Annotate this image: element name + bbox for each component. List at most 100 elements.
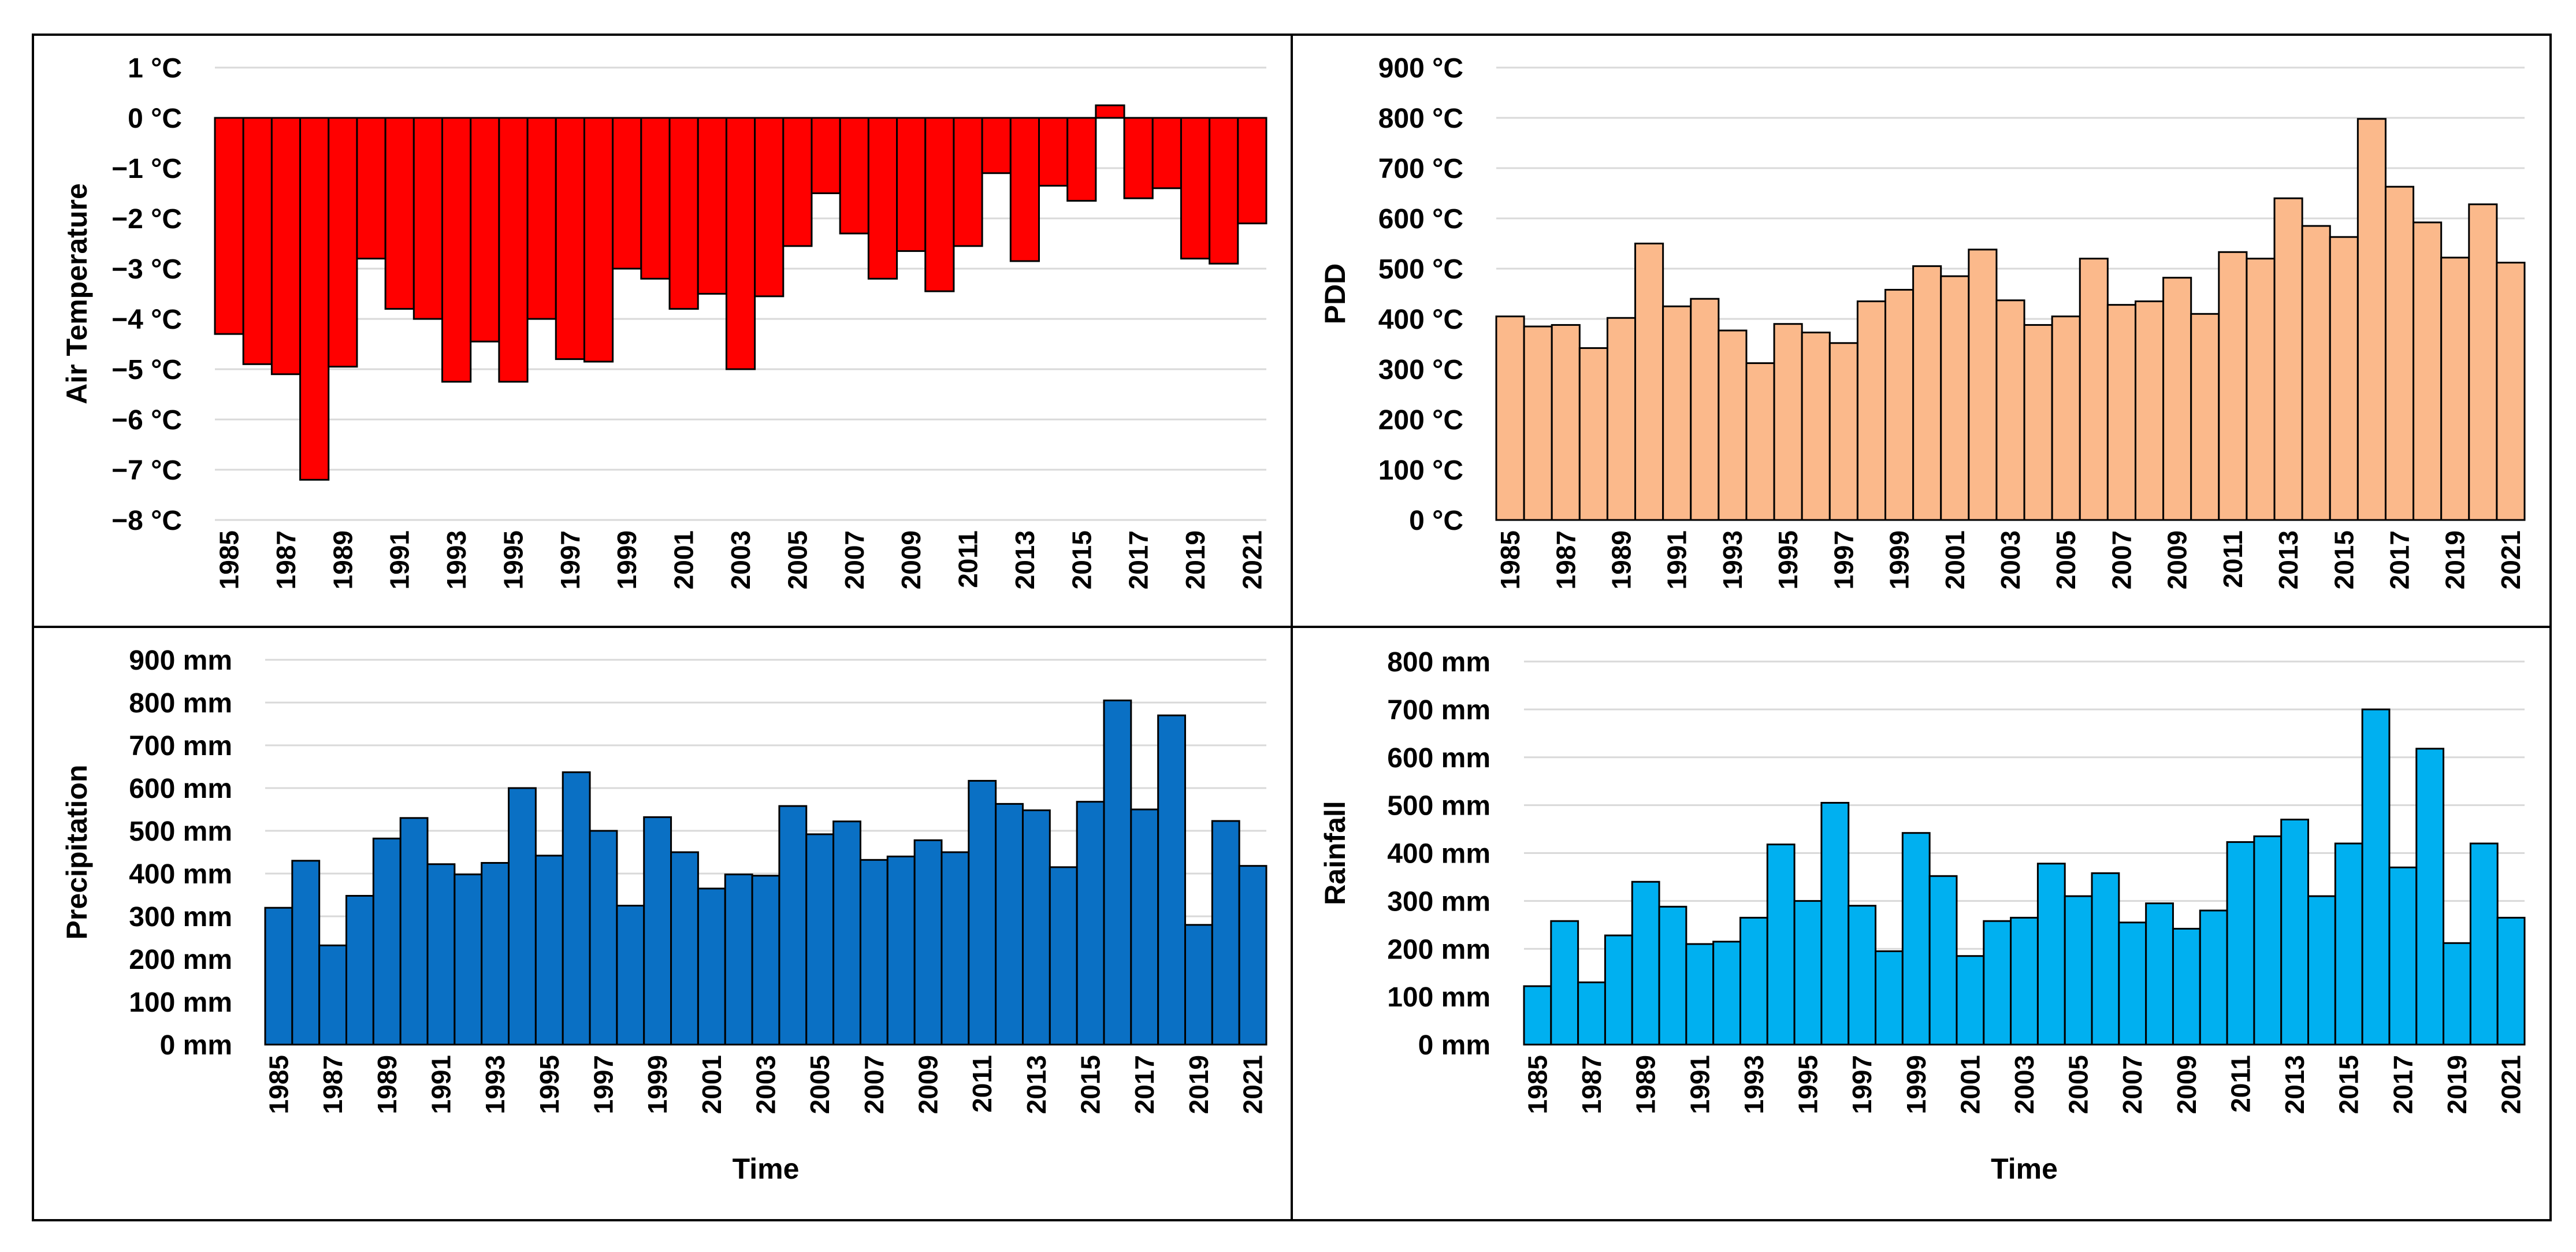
x-tick-label: 2005	[782, 530, 812, 589]
x-tick-label: 2021	[2496, 1055, 2526, 1114]
x-tick-label: 2021	[1237, 530, 1267, 589]
y-tick-label: 900 °C	[1378, 53, 1463, 84]
bar-2005	[2051, 315, 2081, 521]
x-tick-label: 2011	[2225, 1055, 2255, 1113]
y-tick-label: 0 mm	[160, 1030, 232, 1061]
pdd-chart: 900 °C 800 °C 700 °C 600 °C 500 °C 400 °C 300 …	[1319, 53, 2526, 589]
x-tick-label: 1997	[555, 530, 585, 589]
x-tick-label: 1987	[1577, 1055, 1607, 1114]
bar-1999	[612, 117, 642, 270]
x-tick-label: 1991	[385, 530, 415, 589]
panel-frame	[32, 34, 2552, 1221]
bar-1986	[1550, 920, 1579, 1046]
bar-1992	[412, 117, 444, 320]
bar-2015	[2334, 842, 2363, 1046]
x-tick-label: 2019	[1180, 530, 1210, 589]
bar-2019	[2440, 257, 2470, 521]
rainfall-chart: 800 mm 700 mm 600 mm 500 mm 400 mm 300 mm 200 …	[1319, 647, 2526, 1185]
y-tick-label: 500 °C	[1378, 254, 1463, 285]
bar-2001	[668, 117, 699, 310]
y-tick-label: 900 mm	[129, 645, 232, 676]
x-tick-label: 2011	[967, 1055, 997, 1113]
y-tick-label: 800 mm	[129, 688, 232, 719]
x-tick-label: 2007	[2106, 530, 2136, 589]
y-tick-label: 100 °C	[1378, 455, 1463, 486]
x-tick-label: 2017	[2388, 1055, 2418, 1114]
y-tick-label: 400 °C	[1378, 304, 1463, 335]
x-tick-label: 2019	[1184, 1055, 1214, 1114]
bar-1990	[399, 817, 429, 1046]
x-tick-label: 1985	[1522, 1055, 1552, 1114]
x-tick-label: 2015	[1076, 1055, 1106, 1114]
bar-2015	[1066, 117, 1097, 202]
x-tick-label: 2005	[2051, 530, 2081, 589]
bar-2004	[754, 117, 785, 298]
bar-1992	[454, 873, 483, 1046]
x-tick-label: 1987	[1551, 530, 1581, 589]
x-tick-label: 1997	[588, 1055, 618, 1114]
x-tick-label: 1991	[1662, 530, 1692, 589]
x-tick-label: 1987	[271, 530, 301, 589]
x-tick-label: 1999	[1884, 530, 1915, 589]
bar-2009	[896, 117, 927, 252]
y-tick-label: −8 °C	[111, 506, 182, 536]
x-tick-label: 1995	[534, 1055, 564, 1114]
y-tick-label: −1 °C	[111, 154, 182, 184]
bar-2021	[2496, 262, 2526, 521]
bar-2017	[1130, 808, 1159, 1046]
bar-1985	[264, 907, 293, 1046]
bar-2018	[2413, 221, 2443, 521]
bar-2011	[968, 779, 997, 1046]
x-tick-label: 2005	[2064, 1055, 2094, 1114]
bar-2000	[1912, 265, 1942, 521]
precipitation-chart: 900 mm 800 mm 700 mm 600 mm 500 mm 400 mm 300 …	[61, 645, 1268, 1185]
y-tick-label: 0 mm	[1418, 1030, 1490, 1061]
x-tick-label: 2001	[697, 1055, 727, 1114]
bar-2017	[1123, 117, 1154, 199]
y-tick-label: 800 mm	[1387, 647, 1490, 678]
bar-1988	[345, 894, 374, 1046]
bar-2016	[1095, 104, 1125, 119]
bar-2009	[913, 839, 943, 1046]
bar-2010	[941, 851, 970, 1046]
bar-1985	[1523, 985, 1552, 1046]
bar-2000	[670, 851, 699, 1046]
bar-2003	[725, 117, 756, 370]
x-tick-label: 2001	[1955, 1055, 1985, 1114]
bar-2012	[995, 803, 1024, 1046]
bar-1985	[1495, 315, 1525, 521]
x-tick-label: 2003	[726, 530, 756, 589]
bar-1996	[1820, 801, 1850, 1046]
bar-1987	[270, 117, 302, 376]
bar-2004	[2023, 324, 2053, 521]
y-tick-label: 0 °C	[128, 103, 182, 134]
bar-1997	[1848, 905, 1877, 1046]
bar-2018	[1157, 714, 1186, 1046]
bar-2021	[1238, 865, 1267, 1046]
x-tick-label: 2017	[1124, 530, 1154, 589]
y-tick-label: 0 °C	[1409, 506, 1463, 536]
bar-1991	[1662, 305, 1692, 521]
y-tick-label: 100 mm	[129, 987, 232, 1018]
x-tick-label: 2009	[913, 1055, 943, 1114]
bar-2006	[832, 820, 861, 1046]
x-tick-label: 2013	[2273, 530, 2303, 589]
y-tick-label: 400 mm	[1387, 839, 1490, 870]
bar-2010	[2199, 909, 2228, 1046]
bar-2018	[2415, 748, 2445, 1046]
bar-1999	[1901, 832, 1931, 1046]
bar-2011	[953, 117, 983, 247]
bar-1987	[1551, 324, 1581, 521]
y-tick-label: 200 mm	[129, 945, 232, 975]
x-tick-label: 1999	[1901, 1055, 1931, 1114]
bar-2020	[2469, 842, 2499, 1046]
bar-1995	[498, 117, 529, 383]
bar-2007	[859, 859, 889, 1046]
bar-2021	[1237, 117, 1267, 225]
x-axis-title: Time	[733, 1153, 800, 1185]
bar-2019	[1180, 117, 1211, 260]
bar-2011	[2218, 251, 2248, 521]
bar-2009	[2162, 277, 2192, 521]
x-tick-label: 1991	[426, 1055, 456, 1114]
